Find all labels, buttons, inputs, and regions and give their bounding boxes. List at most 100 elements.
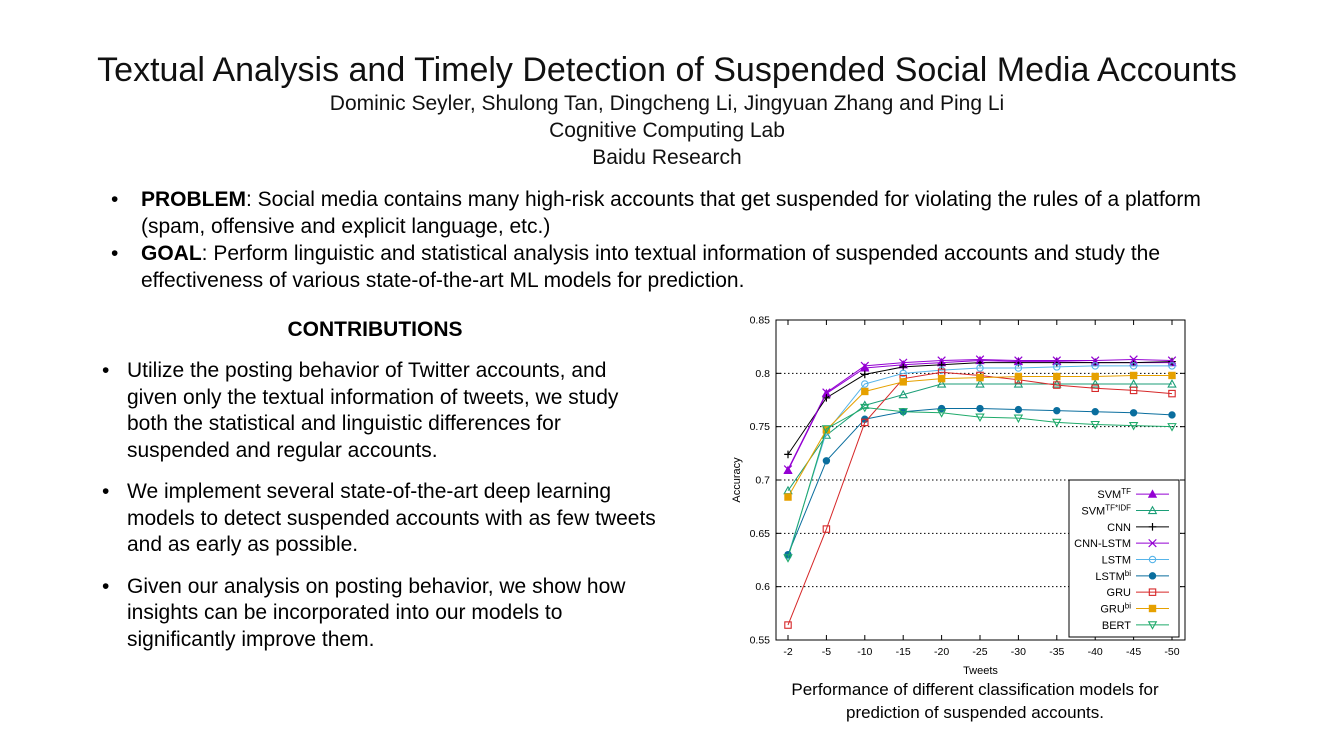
x-tick-label: -20 (934, 646, 949, 658)
legend-marker-lstm (1148, 555, 1157, 564)
data-point-cnn-lstm (975, 355, 985, 364)
data-point-gru (1168, 389, 1176, 398)
authors: Dominic Seyler, Shulong Tan, Dingcheng L… (329, 92, 1005, 115)
data-point-bert (821, 425, 832, 434)
data-point-cnn (899, 363, 907, 371)
y-tick-label: 0.7 (755, 475, 770, 487)
x-tick-label: -2 (783, 646, 792, 658)
data-point-svm-tf-idf (1052, 379, 1062, 388)
problem-label: PROBLEM (141, 188, 246, 211)
data-point-bert (1090, 420, 1100, 430)
x-tick-label: -30 (1011, 646, 1026, 658)
data-point-lstm (1014, 364, 1023, 372)
legend-marker-svm-tf-idf (1147, 505, 1158, 515)
data-point-bert (783, 554, 793, 563)
data-point-lstm-bi (822, 457, 831, 465)
data-point-lstm-bi (937, 404, 946, 413)
data-point-lstm-bi (976, 404, 984, 413)
data-point-svm-tf-idf (898, 389, 908, 399)
data-point-cnn-lstm (1090, 356, 1100, 365)
bullet-dot: • (102, 359, 110, 382)
x-tick-label: -35 (1049, 646, 1064, 658)
data-point-gru-bi (1014, 372, 1023, 381)
contribution-item: • Given our analysis on posting behavior… (100, 574, 660, 654)
data-point-bert (1128, 422, 1139, 431)
lab-name: Cognitive Computing Lab (549, 119, 785, 142)
legend-marker-gru (1148, 588, 1157, 596)
bullet-dot: • (102, 574, 110, 598)
data-point-svm-tf-idf (1090, 379, 1100, 388)
data-point-lstm (1129, 362, 1138, 370)
x-axis-label: Tweets (963, 665, 998, 677)
data-point-gru (822, 525, 831, 533)
data-point-gru-bi (1168, 371, 1176, 380)
data-point-lstm (1053, 363, 1061, 371)
legend-marker-bert (1147, 621, 1158, 630)
data-point-gru-bi (937, 374, 946, 383)
y-axis-label: Accuracy (731, 457, 743, 503)
contribution-text: Utilize the posting behavior of Twitter … (127, 359, 619, 462)
data-point-cnn-lstm (783, 465, 793, 474)
series-line-svm-tf-idf (787, 383, 1172, 491)
data-point-gru-bi (1091, 372, 1099, 381)
legend-label-gru: GRU (1107, 587, 1132, 599)
page-title: Textual Analysis and Timely Detection of… (97, 51, 1237, 89)
x-tick-label: -50 (1164, 646, 1179, 658)
data-point-bert (936, 409, 947, 418)
data-point-gru-bi (1053, 372, 1061, 381)
data-point-bert (898, 408, 908, 417)
data-point-gru (784, 621, 792, 629)
goal-text: : Perform linguistic and statistical ana… (141, 242, 1161, 292)
legend-label-cnn: CNN (1107, 522, 1131, 534)
data-point-cnn-lstm (1129, 355, 1138, 364)
data-point-lstm (899, 369, 907, 378)
data-point-gru (1129, 386, 1138, 395)
series-line-bert (787, 406, 1173, 559)
data-point-cnn-lstm (1014, 356, 1023, 365)
data-point-bert (1167, 423, 1177, 432)
legend-marker-svm-tf (1147, 489, 1158, 498)
data-point-cnn-lstm (1052, 356, 1062, 365)
legend-label-bert: BERT (1102, 620, 1131, 632)
legend-marker-gru-bi (1148, 604, 1157, 613)
contributions-list: • Utilize the posting behavior of Twitte… (100, 358, 660, 668)
data-point-bert (975, 413, 985, 422)
bullet-dot: • (102, 480, 110, 503)
poster-header: Textual Analysis and Timely Detection of… (0, 50, 1334, 171)
plot-frame (775, 319, 1186, 641)
legend-label-cnn-lstm: CNN-LSTM (1074, 538, 1131, 550)
goal-label: GOAL (141, 242, 202, 265)
x-tick-label: -45 (1126, 646, 1141, 658)
problem-text: : Social media contains many high-risk a… (141, 188, 1201, 238)
data-point-gru-bi (1129, 371, 1138, 380)
data-point-lstm-bi (1129, 409, 1138, 417)
data-point-cnn-lstm (898, 358, 908, 367)
data-point-lstm-bi (1053, 406, 1061, 415)
legend-label-gru-bi: GRUbi (1100, 601, 1131, 616)
x-tick-label: -40 (1088, 646, 1103, 658)
organization: Baidu Research (592, 146, 742, 169)
data-point-svm-tf-idf (1167, 379, 1177, 388)
y-tick-label: 0.6 (755, 581, 770, 593)
bullet-dot: • (111, 188, 119, 211)
data-point-cnn (861, 370, 869, 379)
y-tick-label: 0.75 (750, 421, 771, 433)
accuracy-chart-svg: 0.55 0.6 0.65 0.7 0.75 0.8 0.85 -2 -5 -10 -15 -20 -2… (731, 315, 1186, 677)
legend-marker-lstm-bi (1148, 572, 1157, 580)
y-tick-label: 0.65 (750, 528, 771, 540)
series-line-lstm (787, 365, 1172, 556)
data-point-gru-bi (899, 378, 907, 386)
data-point-bert (860, 403, 870, 413)
data-point-cnn-lstm (1167, 356, 1177, 365)
data-point-bert (1013, 414, 1024, 424)
data-point-lstm (976, 364, 984, 372)
goal-bullet: • GOAL: Perform linguistic and statistic… (108, 240, 1238, 294)
data-point-lstm (861, 380, 869, 388)
data-point-svm-tf-idf (975, 379, 985, 388)
data-point-cnn-lstm (860, 361, 870, 371)
legend-label-lstm-bi: LSTMbi (1095, 568, 1131, 583)
bullet-dot: • (111, 242, 119, 265)
problem-bullet: • PROBLEM: Social media contains many hi… (108, 186, 1238, 240)
data-point-lstm (1168, 362, 1176, 370)
data-point-cnn-lstm (937, 356, 946, 365)
